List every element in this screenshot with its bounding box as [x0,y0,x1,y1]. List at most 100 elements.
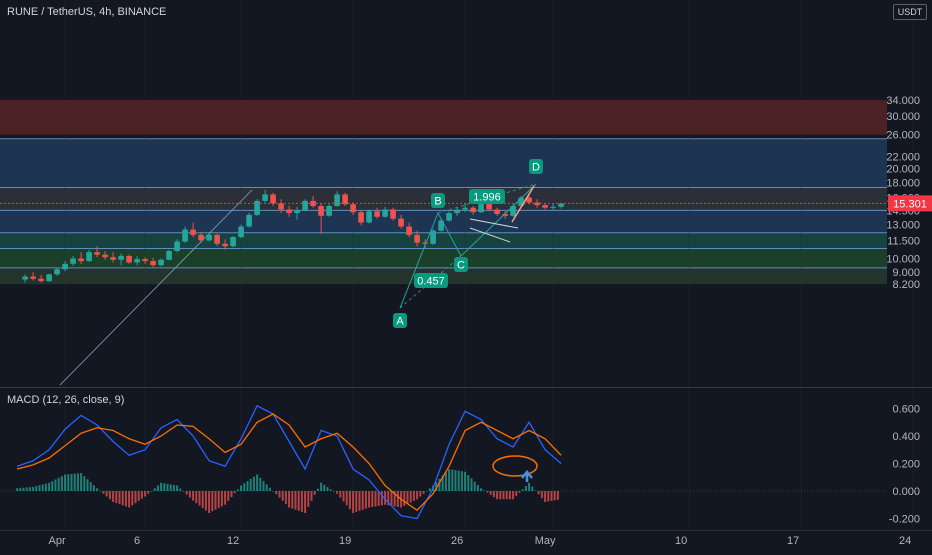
candle-body [470,207,476,213]
macd-histogram-bar [44,483,47,491]
label-point-b: B [431,193,445,208]
candle-body [478,202,484,213]
candle-body [270,194,276,204]
macd-histogram-bar [384,491,387,505]
macd-histogram-bar [28,487,31,491]
macd-histogram-bar [64,474,67,491]
macd-histogram-bar [310,491,313,501]
macd-histogram-bar [547,491,550,502]
macd-line [16,404,562,520]
macd-histogram-bar [112,491,115,502]
price-tick-label: 18.000 [886,177,920,189]
macd-histogram-bar [550,491,553,501]
macd-histogram-bar [291,491,294,509]
macd-histogram-bar [355,491,358,512]
macd-histogram-bar [387,491,390,506]
macd-indicator-title[interactable]: MACD (12, 26, close, 9) [7,394,125,406]
price-tick-label: 34.000 [886,95,920,107]
macd-histogram-bar [284,491,287,505]
macd-tick-label: 0.400 [892,431,920,443]
candle-body [294,210,300,214]
macd-histogram-bar [336,491,339,494]
macd-histogram-bar [313,491,316,495]
macd-histogram-bar [553,491,556,501]
macd-histogram-bar [41,484,44,491]
macd-histogram-bar [272,491,275,492]
candle-body [262,194,268,201]
macd-histogram-bar [416,491,419,500]
time-tick-label: 19 [339,535,351,547]
label-point-c: C [454,257,468,272]
candle-body [422,242,428,244]
macd-histogram-bar [470,478,473,491]
candle-body [526,197,532,203]
label-ratio-bc-text: 1.996 [473,192,501,204]
time-tick-label: 24 [899,535,911,547]
macd-histogram-bar [96,488,99,491]
price-tick-label: 13.000 [886,220,920,232]
harmonic-pattern: A B C D 0.457 1.996 [393,159,543,328]
price-tick-label: 10.000 [886,253,920,265]
macd-histogram-bar [288,491,291,508]
macd-histogram-bar [230,491,233,498]
macd-histogram-bar [540,491,543,499]
macd-histogram-bar [201,491,204,509]
time-tick-label: 26 [451,535,463,547]
macd-histogram-bar [118,491,121,505]
macd-histogram-bar [544,491,547,502]
macd-histogram-bar [489,491,492,495]
macd-histogram-bar [192,491,195,501]
macd-histogram-bar [316,488,319,491]
candle-body [510,205,516,216]
candle-body [494,209,500,214]
macd-histogram-bar [204,491,207,511]
candle-body [46,274,52,282]
macd-histogram-bar [195,491,198,504]
macd-histogram-bar [179,488,182,491]
candle-body [158,259,164,266]
candle-body [318,205,324,216]
macd-histogram-bar [281,491,284,501]
macd-histogram-bar [390,491,393,506]
candle-body [358,212,364,223]
candle-body [518,197,524,206]
wedge-upper-line [469,218,519,229]
macd-histogram-bar [70,473,73,491]
time-tick-label: 17 [787,535,799,547]
label-point-b-bg [431,193,445,208]
price-zones [0,99,887,285]
candle-body [62,263,68,270]
candle-body [350,204,356,213]
macd-histogram-bar [89,482,92,491]
candle-body [382,209,388,217]
candle-body [414,234,420,243]
macd-histogram-bar [176,485,179,491]
macd-histogram-bar [48,482,51,491]
candle-body [238,226,244,238]
currency-badge[interactable]: USDT [893,4,927,20]
macd-histogram-bar [19,487,22,491]
macd-histogram-bar [323,484,326,491]
projection-line [511,185,535,223]
macd-histogram-bar [496,491,499,500]
macd-histogram-bar [329,489,332,491]
macd-histogram-bar [537,491,540,495]
macd-histogram-bar [182,491,185,492]
macd-histogram-bar [467,475,470,491]
macd-histogram-bar [444,472,447,491]
candle-body [398,218,404,227]
label-ratio-ab-bg [414,273,448,288]
macd-histogram-bar [371,491,374,507]
macd-histogram-bar [518,491,521,493]
macd-histogram-bar [188,491,191,498]
macd-histogram-bar [92,485,95,491]
pattern-ratio-line-bd [437,183,537,214]
macd-histogram-bar [128,491,131,508]
macd-histogram-bar [451,469,454,491]
pattern-path-cd [460,183,537,257]
price-zone [0,232,887,249]
label-ratio-bc-bg [469,189,505,204]
candle-body [38,278,44,282]
macd-histogram-bar [377,491,380,506]
